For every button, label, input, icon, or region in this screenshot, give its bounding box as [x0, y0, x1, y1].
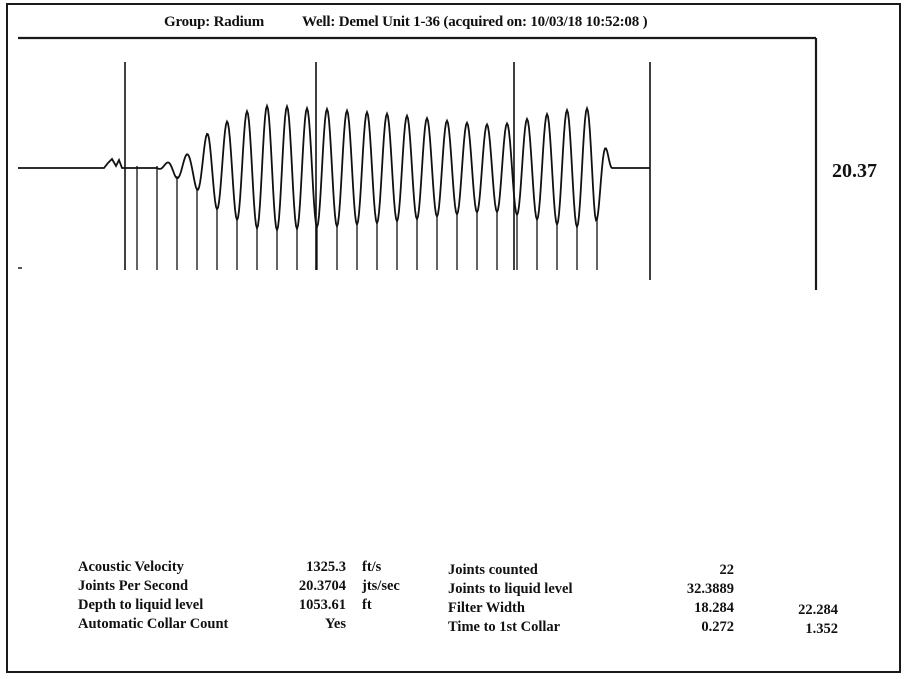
acquired-timestamp: (acquired on: 10/03/18 10:52:08 ): [443, 14, 648, 30]
param-unit-depth-liquid: ft: [362, 597, 372, 613]
param-label-joints-counted: Joints counted: [448, 562, 538, 578]
joints-per-second-readout: 20.37: [832, 160, 877, 182]
param-value2-time-first-collar: 1.352: [805, 621, 838, 637]
param-label-filter-width: Filter Width: [448, 600, 525, 616]
param-value-filter-width: 18.284: [694, 600, 734, 616]
acoustic-trace-line: [18, 103, 650, 233]
param-label-time-first-collar: Time to 1st Collar: [448, 619, 561, 635]
param-value2-filter-width: 22.284: [798, 602, 838, 618]
chart-axes: [18, 36, 818, 290]
group-label: Group: Radium: [164, 14, 265, 30]
param-value-collar-count: Yes: [325, 616, 346, 632]
param-value-time-first-collar: 0.272: [701, 619, 734, 635]
param-value-joints-to-liquid: 32.3889: [686, 581, 734, 597]
param-label-acoustic-velocity: Acoustic Velocity: [78, 559, 184, 575]
param-value-depth-liquid: 1053.61: [298, 597, 346, 613]
param-unit-joints-per-second: jts/sec: [362, 578, 400, 594]
well-name: Well: Demel Unit 1-36: [302, 14, 440, 30]
well-label: Well: Demel Unit 1-36 (acquired on: 10/0…: [302, 14, 648, 31]
param-value-acoustic-velocity: 1325.3: [306, 559, 346, 575]
param-value-joints-per-second: 20.3704: [298, 578, 346, 594]
param-label-joints-to-liquid: Joints to liquid level: [448, 581, 573, 597]
param-label-depth-liquid: Depth to liquid level: [78, 597, 204, 613]
param-value-joints-counted: 22: [719, 562, 735, 578]
param-unit-acoustic-velocity: ft/s: [362, 559, 382, 575]
outer-frame: [6, 3, 901, 673]
collar-markers: [124, 62, 651, 280]
header: Group: Radium Well: Demel Unit 1-36 (acq…: [0, 6, 909, 30]
param-label-collar-count: Automatic Collar Count: [78, 616, 229, 632]
param-label-joints-per-second: Joints Per Second: [78, 578, 189, 594]
